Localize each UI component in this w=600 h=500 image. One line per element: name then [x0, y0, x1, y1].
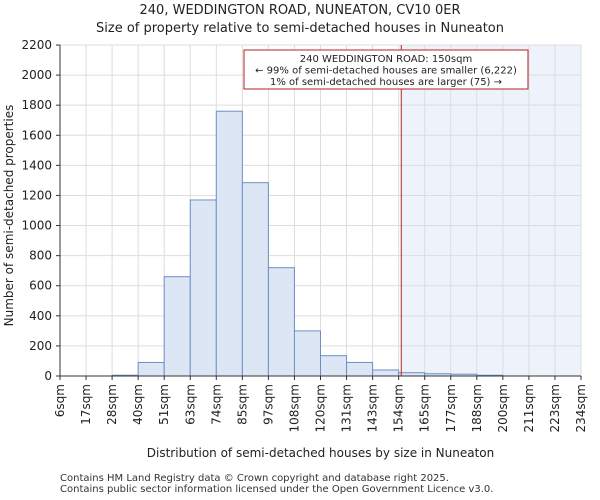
- y-tick-label-600: 600: [29, 279, 52, 293]
- x-axis-title: Distribution of semi-detached houses by …: [147, 446, 494, 460]
- bar-40sqm: [137, 361, 165, 377]
- x-tick-label-223sqm: 223sqm: [548, 384, 562, 432]
- bar-51sqm: [163, 276, 191, 377]
- bar-131sqm: [346, 361, 374, 377]
- x-tick-label-120sqm: 120sqm: [314, 384, 328, 432]
- y-tick-label-1200: 1200: [21, 188, 52, 202]
- y-tick-label-0: 0: [44, 369, 52, 383]
- annotation-line-3: 1% of semi-detached houses are larger (7…: [270, 77, 502, 88]
- y-axis-title: Number of semi-detached properties: [2, 105, 16, 327]
- x-tick-label-200sqm: 200sqm: [496, 384, 510, 432]
- x-tick-label-234sqm: 234sqm: [574, 384, 588, 432]
- x-tick-label-6sqm: 6sqm: [53, 384, 67, 417]
- chart-title-address: 240, WEDDINGTON ROAD, NUNEATON, CV10 0ER: [139, 3, 461, 18]
- x-tick-label-165sqm: 165sqm: [418, 384, 432, 432]
- y-tick-label-1800: 1800: [21, 98, 52, 112]
- x-tick-label-131sqm: 131sqm: [340, 384, 354, 432]
- bar-120sqm: [320, 355, 348, 377]
- histogram-chart: 0 200 400 600 800 1000 1200 1400 1600 1800 2000 220…: [2, 38, 588, 460]
- y-tick-label-200: 200: [29, 339, 52, 353]
- x-tick-label-17sqm: 17sqm: [79, 384, 93, 425]
- x-tick-label-28sqm: 28sqm: [105, 384, 119, 425]
- footer-licence: Contains public sector information licen…: [60, 484, 494, 495]
- bar-97sqm: [267, 267, 295, 377]
- x-tick-label-51sqm: 51sqm: [157, 384, 171, 425]
- x-tick-label-85sqm: 85sqm: [235, 384, 249, 425]
- bar-85sqm: [241, 182, 269, 377]
- x-tick-label-211sqm: 211sqm: [522, 384, 536, 432]
- x-tick-label-177sqm: 177sqm: [444, 384, 458, 432]
- chart-title-subtitle: Size of property relative to semi-detach…: [96, 21, 504, 36]
- y-tick-label-2200: 2200: [21, 38, 52, 52]
- x-tick-label-74sqm: 74sqm: [209, 384, 223, 425]
- x-tick-label-40sqm: 40sqm: [131, 384, 145, 425]
- x-tick-label-188sqm: 188sqm: [470, 384, 484, 432]
- y-tick-label-2000: 2000: [21, 68, 52, 82]
- bar-143sqm: [372, 369, 400, 377]
- y-tick-label-1400: 1400: [21, 158, 52, 172]
- annotation-box: [243, 49, 529, 90]
- x-tick-label-108sqm: 108sqm: [287, 384, 301, 432]
- y-tick-label-800: 800: [29, 249, 52, 263]
- x-tick-label-97sqm: 97sqm: [261, 384, 275, 425]
- annotation-line-2: ← 99% of semi-detached houses are smalle…: [255, 66, 517, 77]
- x-tick-label-63sqm: 63sqm: [183, 384, 197, 425]
- bar-108sqm: [293, 330, 322, 377]
- footer-copyright: Contains HM Land Registry data © Crown c…: [60, 473, 449, 484]
- larger-region-shade: [401, 45, 581, 376]
- y-tick-label-400: 400: [29, 309, 52, 323]
- x-tick-label-154sqm: 154sqm: [392, 384, 406, 432]
- bar-63sqm: [189, 199, 217, 377]
- y-tick-label-1600: 1600: [21, 128, 52, 142]
- annotation-line-1: 240 WEDDINGTON ROAD: 150sqm: [300, 54, 472, 65]
- y-tick-label-1000: 1000: [21, 219, 52, 233]
- x-tick-label-143sqm: 143sqm: [366, 384, 380, 432]
- bar-74sqm: [215, 110, 243, 377]
